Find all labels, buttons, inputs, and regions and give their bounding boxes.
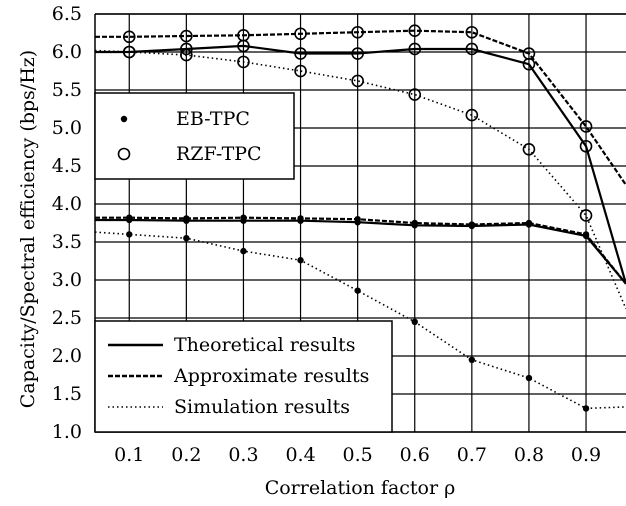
data-point bbox=[408, 24, 422, 38]
legend-box bbox=[94, 92, 295, 180]
legend-marker bbox=[120, 115, 128, 123]
legend-entry: Approximate results bbox=[108, 365, 369, 387]
y-tick-label: 5.5 bbox=[52, 79, 82, 101]
data-point bbox=[126, 214, 133, 221]
x-tick-label: 0.5 bbox=[343, 444, 373, 466]
series-line bbox=[95, 44, 626, 285]
data-point bbox=[468, 356, 476, 363]
y-tick-label: 2.5 bbox=[52, 307, 82, 329]
series-rzf-tpc-dotted bbox=[94, 45, 626, 310]
legend-entry: RZF-TPC bbox=[117, 143, 262, 165]
x-tick-label: 0.7 bbox=[457, 444, 487, 466]
data-point bbox=[240, 214, 247, 221]
data-point bbox=[411, 219, 418, 227]
data-point bbox=[294, 27, 307, 41]
data-point bbox=[525, 374, 533, 382]
legend-label: RZF-TPC bbox=[176, 143, 262, 165]
legend-marker bbox=[117, 147, 131, 161]
data-point bbox=[408, 42, 422, 56]
data-point bbox=[465, 108, 479, 122]
y-axis-label: Capacity/Spectral efficiency (bps/Hz) bbox=[17, 50, 39, 408]
legend-result-types: Theoretical results Approximate results Si… bbox=[94, 320, 393, 433]
data-point bbox=[354, 216, 361, 223]
data-point bbox=[237, 28, 250, 42]
data-point bbox=[411, 318, 418, 325]
y-tick-label: 6.0 bbox=[52, 41, 82, 63]
data-point bbox=[180, 48, 193, 62]
series-eb-tpc-dotted bbox=[94, 231, 626, 412]
data-point bbox=[183, 235, 190, 242]
legend-label: EB-TPC bbox=[176, 108, 250, 130]
data-point bbox=[465, 25, 479, 39]
data-point bbox=[465, 42, 479, 56]
y-tick-label: 4.0 bbox=[52, 193, 82, 215]
x-tick-label: 0.4 bbox=[285, 444, 315, 466]
x-tick-label: 0.1 bbox=[114, 444, 144, 466]
legend-entry: EB-TPC bbox=[120, 108, 250, 130]
data-point bbox=[579, 139, 593, 153]
data-point bbox=[297, 215, 304, 222]
data-point bbox=[122, 45, 136, 59]
legend-entry: Theoretical results bbox=[108, 334, 356, 356]
x-tick-label: 0.6 bbox=[400, 444, 430, 466]
x-tick-label: 0.8 bbox=[514, 444, 544, 466]
series-eb-tpc-dashed bbox=[95, 214, 626, 285]
data-point bbox=[351, 25, 364, 39]
series-layer bbox=[94, 24, 626, 412]
legend-schemes: EB-TPC RZF-TPC bbox=[94, 92, 295, 180]
data-point bbox=[351, 47, 364, 60]
legend-label: Simulation results bbox=[174, 396, 350, 418]
y-tick-label: 6.5 bbox=[52, 3, 82, 25]
legend-label: Theoretical results bbox=[174, 334, 356, 356]
series-line bbox=[95, 218, 626, 285]
y-tick-label: 3.0 bbox=[52, 269, 82, 291]
series-line bbox=[95, 29, 626, 186]
x-tick-label: 0.3 bbox=[228, 444, 258, 466]
y-tick-label: 5.0 bbox=[52, 117, 82, 139]
data-point bbox=[297, 257, 304, 264]
series-rzf-tpc-dashed bbox=[95, 24, 626, 186]
x-axis-label: Correlation factor ρ bbox=[265, 477, 456, 499]
data-point bbox=[294, 64, 307, 78]
data-point bbox=[180, 29, 193, 43]
data-point bbox=[525, 219, 533, 227]
legend-entry: Simulation results bbox=[108, 396, 350, 418]
y-tick-label: 1.5 bbox=[52, 383, 82, 405]
y-tick-label: 2.0 bbox=[52, 345, 82, 367]
series-line bbox=[94, 49, 626, 310]
data-point bbox=[240, 247, 247, 255]
series-line bbox=[94, 231, 626, 410]
x-tick-label: 0.2 bbox=[171, 444, 201, 466]
data-point bbox=[294, 47, 307, 60]
data-point bbox=[351, 74, 364, 88]
x-tick-label: 0.9 bbox=[571, 444, 601, 466]
tick-labels: 1.0 1.5 2.0 2.5 3.0 3.5 4.0 4.5 5.0 5.5 6.0 6.5 0.1 0… bbox=[52, 3, 601, 466]
data-point bbox=[354, 287, 361, 294]
data-point bbox=[579, 120, 593, 133]
data-point bbox=[408, 88, 422, 101]
y-tick-label: 4.5 bbox=[52, 155, 82, 177]
data-point bbox=[582, 231, 590, 238]
legend-label: Approximate results bbox=[173, 365, 369, 387]
data-point bbox=[582, 405, 590, 412]
data-point bbox=[522, 142, 536, 156]
y-tick-label: 1.0 bbox=[52, 421, 82, 443]
data-point bbox=[122, 30, 136, 44]
data-point bbox=[522, 47, 536, 60]
data-point bbox=[579, 209, 593, 222]
y-tick-label: 3.5 bbox=[52, 231, 82, 253]
data-point bbox=[237, 55, 250, 69]
data-point bbox=[183, 215, 190, 222]
data-point bbox=[126, 231, 133, 238]
data-point bbox=[468, 221, 476, 228]
